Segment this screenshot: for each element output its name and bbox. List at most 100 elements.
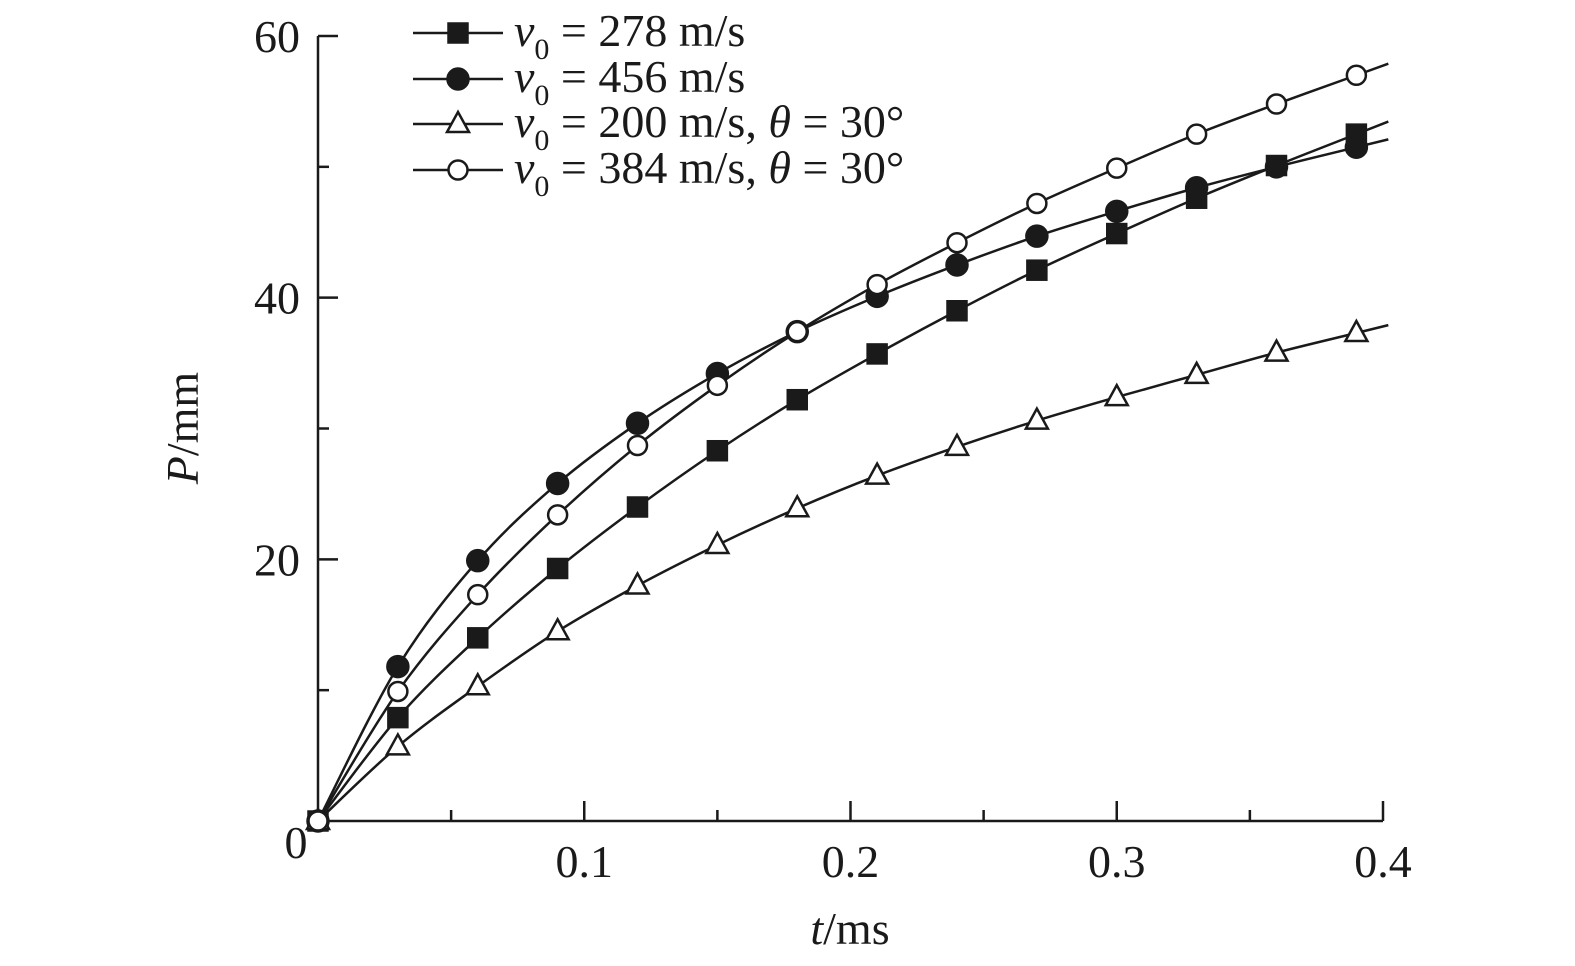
legend-label: v0 = 200 m/s, θ = 30° <box>514 96 904 157</box>
legend-angle: θ <box>768 142 791 193</box>
data-point <box>544 616 571 641</box>
data-point <box>1026 192 1048 215</box>
legend-sub: 0 <box>534 124 549 157</box>
data-point <box>1185 123 1208 145</box>
x-tick-label: 0.3 <box>1088 836 1146 887</box>
data-point <box>1106 222 1128 245</box>
series-line <box>317 120 1389 822</box>
x-tick-label: 0.2 <box>822 836 880 887</box>
data-point <box>866 273 888 296</box>
legend-entry: v0 = 384 m/s, θ = 30° <box>413 142 904 203</box>
series-layer <box>304 62 1389 833</box>
data-point <box>1106 157 1128 179</box>
data-point <box>624 570 651 595</box>
data-point <box>1343 318 1370 343</box>
data-point <box>1264 155 1289 179</box>
y-tick-label: 20 <box>254 534 300 585</box>
legend-marker <box>447 22 469 44</box>
data-point <box>1105 199 1129 224</box>
data-point <box>626 496 649 518</box>
data-point <box>467 627 489 649</box>
y-axis-var: P <box>157 456 208 485</box>
data-point <box>784 493 811 518</box>
legend-label: v0 = 278 m/s <box>514 5 745 66</box>
data-point <box>1026 259 1048 281</box>
x-axis-label: t/ms <box>810 903 889 954</box>
data-point <box>1183 360 1210 385</box>
series-filled-circle <box>306 135 1389 833</box>
data-point <box>386 654 410 679</box>
origin-label: 0 <box>285 817 308 868</box>
legend-marker <box>446 67 470 91</box>
legend-text: = 200 m/s, <box>549 96 768 147</box>
data-point <box>1345 64 1368 86</box>
series-line <box>317 323 1389 822</box>
data-point <box>1025 224 1049 248</box>
data-point <box>866 343 888 365</box>
legend-sub: 0 <box>534 33 549 66</box>
legend-var: v <box>514 96 535 147</box>
data-point <box>384 731 411 756</box>
series-line <box>316 138 1389 822</box>
legend-text: = 278 m/s <box>549 5 745 56</box>
data-point <box>943 432 971 457</box>
data-point <box>545 471 570 496</box>
x-tick-label: 0.4 <box>1354 836 1412 887</box>
data-point <box>1103 382 1130 407</box>
data-point <box>1184 176 1209 200</box>
legend-angle-text: = 30° <box>791 96 904 147</box>
y-axis-label: P/mm <box>157 372 208 486</box>
legend-entry: v0 = 456 m/s <box>413 51 745 112</box>
data-point <box>864 461 891 485</box>
data-point <box>706 439 729 462</box>
data-point <box>464 671 491 696</box>
legend-text: = 384 m/s, <box>549 142 768 193</box>
x-axis-var: t <box>810 903 824 954</box>
data-point <box>706 374 729 397</box>
data-point <box>626 434 649 457</box>
x-tick-label: 0.1 <box>556 836 614 887</box>
series-open-circle <box>307 62 1389 832</box>
data-point <box>1023 406 1050 430</box>
legend-var: v <box>514 51 535 102</box>
y-tick-label: 40 <box>254 273 300 324</box>
y-axis-unit: /mm <box>157 372 208 457</box>
legend-marker <box>447 159 469 181</box>
data-point <box>387 680 409 703</box>
data-point <box>546 504 569 526</box>
legend-label: v0 = 456 m/s <box>514 51 745 112</box>
data-point <box>307 810 329 832</box>
legend-entry: v0 = 200 m/s, θ = 30° <box>413 96 904 157</box>
legend-angle: θ <box>768 96 791 147</box>
x-axis-unit: /ms <box>823 903 889 954</box>
data-point <box>946 300 968 322</box>
y-tick-label: 60 <box>254 11 300 62</box>
legend-text: = 456 m/s <box>549 51 745 102</box>
legend-marker <box>444 109 472 134</box>
data-point <box>786 388 808 411</box>
legend-sub: 0 <box>534 170 549 203</box>
legend: v0 = 278 m/sv0 = 456 m/sv0 = 200 m/s, θ … <box>413 5 904 203</box>
data-point <box>467 583 489 606</box>
data-point <box>786 320 808 343</box>
legend-entry: v0 = 278 m/s <box>413 5 745 66</box>
legend-var: v <box>514 142 535 193</box>
legend-angle-text: = 30° <box>791 142 904 193</box>
data-point <box>945 253 969 277</box>
tick-labels: 0.1 0.2 0.3 0.4 20 40 60 <box>254 11 1412 887</box>
data-point <box>1263 338 1290 362</box>
data-point <box>387 706 409 729</box>
data-point <box>1344 135 1369 159</box>
ticks <box>318 34 1385 821</box>
data-point <box>466 548 490 573</box>
series-open-triangle <box>304 318 1389 831</box>
data-point <box>546 557 569 580</box>
data-point <box>625 411 650 436</box>
data-point <box>946 231 968 254</box>
legend-label: v0 = 384 m/s, θ = 30° <box>514 142 904 203</box>
legend-var: v <box>514 5 535 56</box>
series-filled-square <box>307 120 1389 832</box>
data-point <box>704 530 731 555</box>
legend-sub: 0 <box>534 79 549 112</box>
